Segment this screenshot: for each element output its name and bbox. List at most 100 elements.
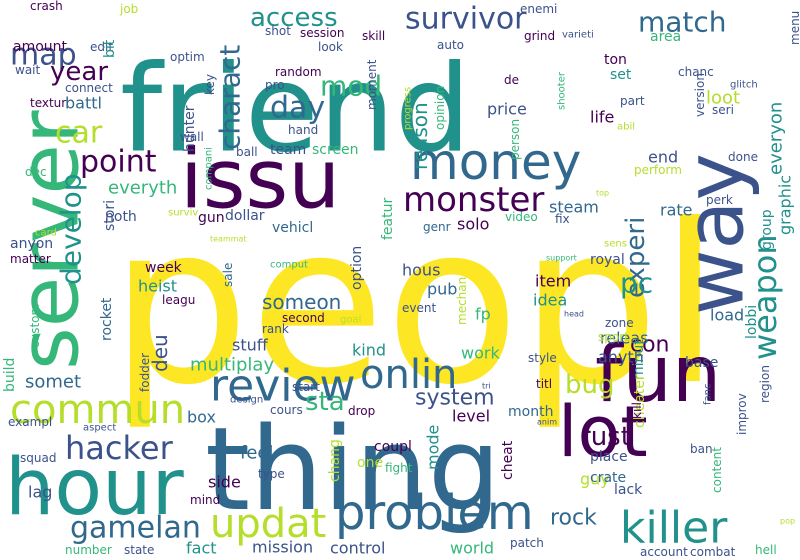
word-dec: dec: [25, 165, 47, 179]
word-fight: fight: [385, 461, 413, 475]
word-fun: fun: [595, 330, 721, 420]
word-level: level: [452, 407, 490, 426]
word-ban: ban: [690, 442, 713, 456]
word-access: access: [250, 3, 338, 33]
word-survivor: survivor: [405, 2, 527, 37]
word-graphic: graphic: [776, 175, 795, 235]
word-way: way: [669, 153, 762, 315]
word-wall: wall: [180, 130, 204, 144]
word-style: style: [528, 351, 557, 365]
word-lobbi: lobbi: [744, 305, 760, 339]
word-head: head: [564, 310, 584, 319]
word-progress: progress: [403, 87, 414, 130]
word-squad: squad: [20, 451, 56, 465]
word-chang: chang: [327, 439, 343, 482]
word-menu: menu: [788, 11, 800, 45]
word-vehicl: vehicl: [272, 220, 313, 236]
word-royal: royal: [590, 252, 625, 268]
word-moment: moment: [365, 59, 379, 110]
word-de: de: [504, 73, 519, 87]
word-start: start: [292, 380, 320, 394]
word-abil: abil: [617, 122, 635, 133]
word-ball: ball: [236, 145, 258, 159]
word-develop: develop: [55, 174, 88, 285]
word-friend: friend: [120, 41, 471, 180]
word-sale: sale: [221, 263, 235, 287]
word-exampl: exampl: [8, 415, 52, 429]
word-hand: hand: [288, 123, 318, 137]
word-someon: someon: [262, 290, 341, 314]
word-improv: improv: [735, 393, 749, 435]
word-edit: edit: [90, 40, 113, 54]
word-stori: stori: [102, 200, 118, 231]
word-drop: drop: [348, 404, 375, 418]
word-content: content: [710, 447, 724, 493]
word-killer: killer: [620, 503, 728, 554]
word-set: set: [610, 67, 632, 83]
word-fix: fix: [555, 212, 570, 226]
word-leagu: leagu: [162, 293, 195, 307]
word-chanc: chanc: [678, 65, 714, 79]
word-anim: anim: [537, 418, 557, 427]
word-done: done: [728, 150, 758, 164]
word-mod: mod: [320, 70, 382, 103]
word-number: number: [65, 543, 112, 557]
word-bug: bug: [565, 370, 615, 400]
word-match: match: [638, 6, 727, 39]
word-bit: bit: [102, 39, 118, 58]
word-session: session: [300, 26, 344, 40]
word-fp: fp: [475, 305, 491, 324]
word-lack: lack: [614, 482, 643, 498]
word-peopl: peopl: [110, 177, 720, 433]
word-year: year: [50, 57, 108, 87]
word-hour: hour: [5, 443, 185, 533]
word-hell: hell: [755, 543, 777, 557]
word-anyon: anyon: [10, 236, 53, 252]
word-car: car: [55, 116, 103, 151]
word-teammat: teammat: [210, 235, 247, 244]
word-random: random: [275, 65, 322, 79]
word-rank: rank: [262, 322, 289, 336]
word-part: part: [620, 94, 645, 108]
word-group: group: [759, 209, 775, 250]
word-lot: lot: [558, 391, 648, 473]
word-top: top: [596, 189, 609, 198]
word-look: look: [318, 40, 343, 54]
word-somet: somet: [25, 372, 81, 393]
word-sens: sens: [604, 239, 627, 250]
word-aspect: aspect: [83, 423, 116, 434]
word-card: card: [35, 228, 57, 239]
word-world: world: [450, 539, 494, 558]
word-minut: minut: [631, 339, 647, 380]
word-problem: problem: [335, 485, 534, 541]
word-pro: pro: [265, 78, 285, 92]
word-region: region: [758, 365, 772, 403]
word-pub: pub: [427, 280, 457, 299]
word-noth: noth: [105, 209, 137, 225]
word-shooter: shooter: [557, 71, 568, 110]
word-ton: ton: [604, 52, 627, 68]
word-type: type: [258, 467, 285, 481]
word-map: map: [10, 38, 77, 73]
word-multiplay: multiplay: [190, 355, 274, 376]
word-issu: issu: [180, 133, 340, 228]
word-hacker: hacker: [65, 429, 174, 467]
word-screen: screen: [312, 142, 359, 158]
word-heist: heist: [138, 277, 177, 296]
word-glitch: glitch: [730, 80, 758, 91]
word-day: day: [270, 91, 325, 126]
word-life: life: [590, 108, 614, 127]
word-kind: kind: [352, 341, 386, 360]
word-wait: wait: [15, 63, 41, 77]
word-anyth: anyth: [598, 348, 644, 367]
word-money: money: [410, 133, 581, 191]
word-one: one: [357, 455, 383, 471]
word-base: base: [685, 355, 718, 371]
word-gamelan: gamelan: [70, 511, 201, 546]
word-battl: battl: [65, 94, 102, 113]
word-deu: deu: [148, 334, 172, 372]
word-rust: rust: [580, 422, 631, 452]
word-coupl: coupl: [374, 439, 412, 455]
word-area: area: [650, 29, 681, 45]
word-side: side: [208, 473, 241, 492]
